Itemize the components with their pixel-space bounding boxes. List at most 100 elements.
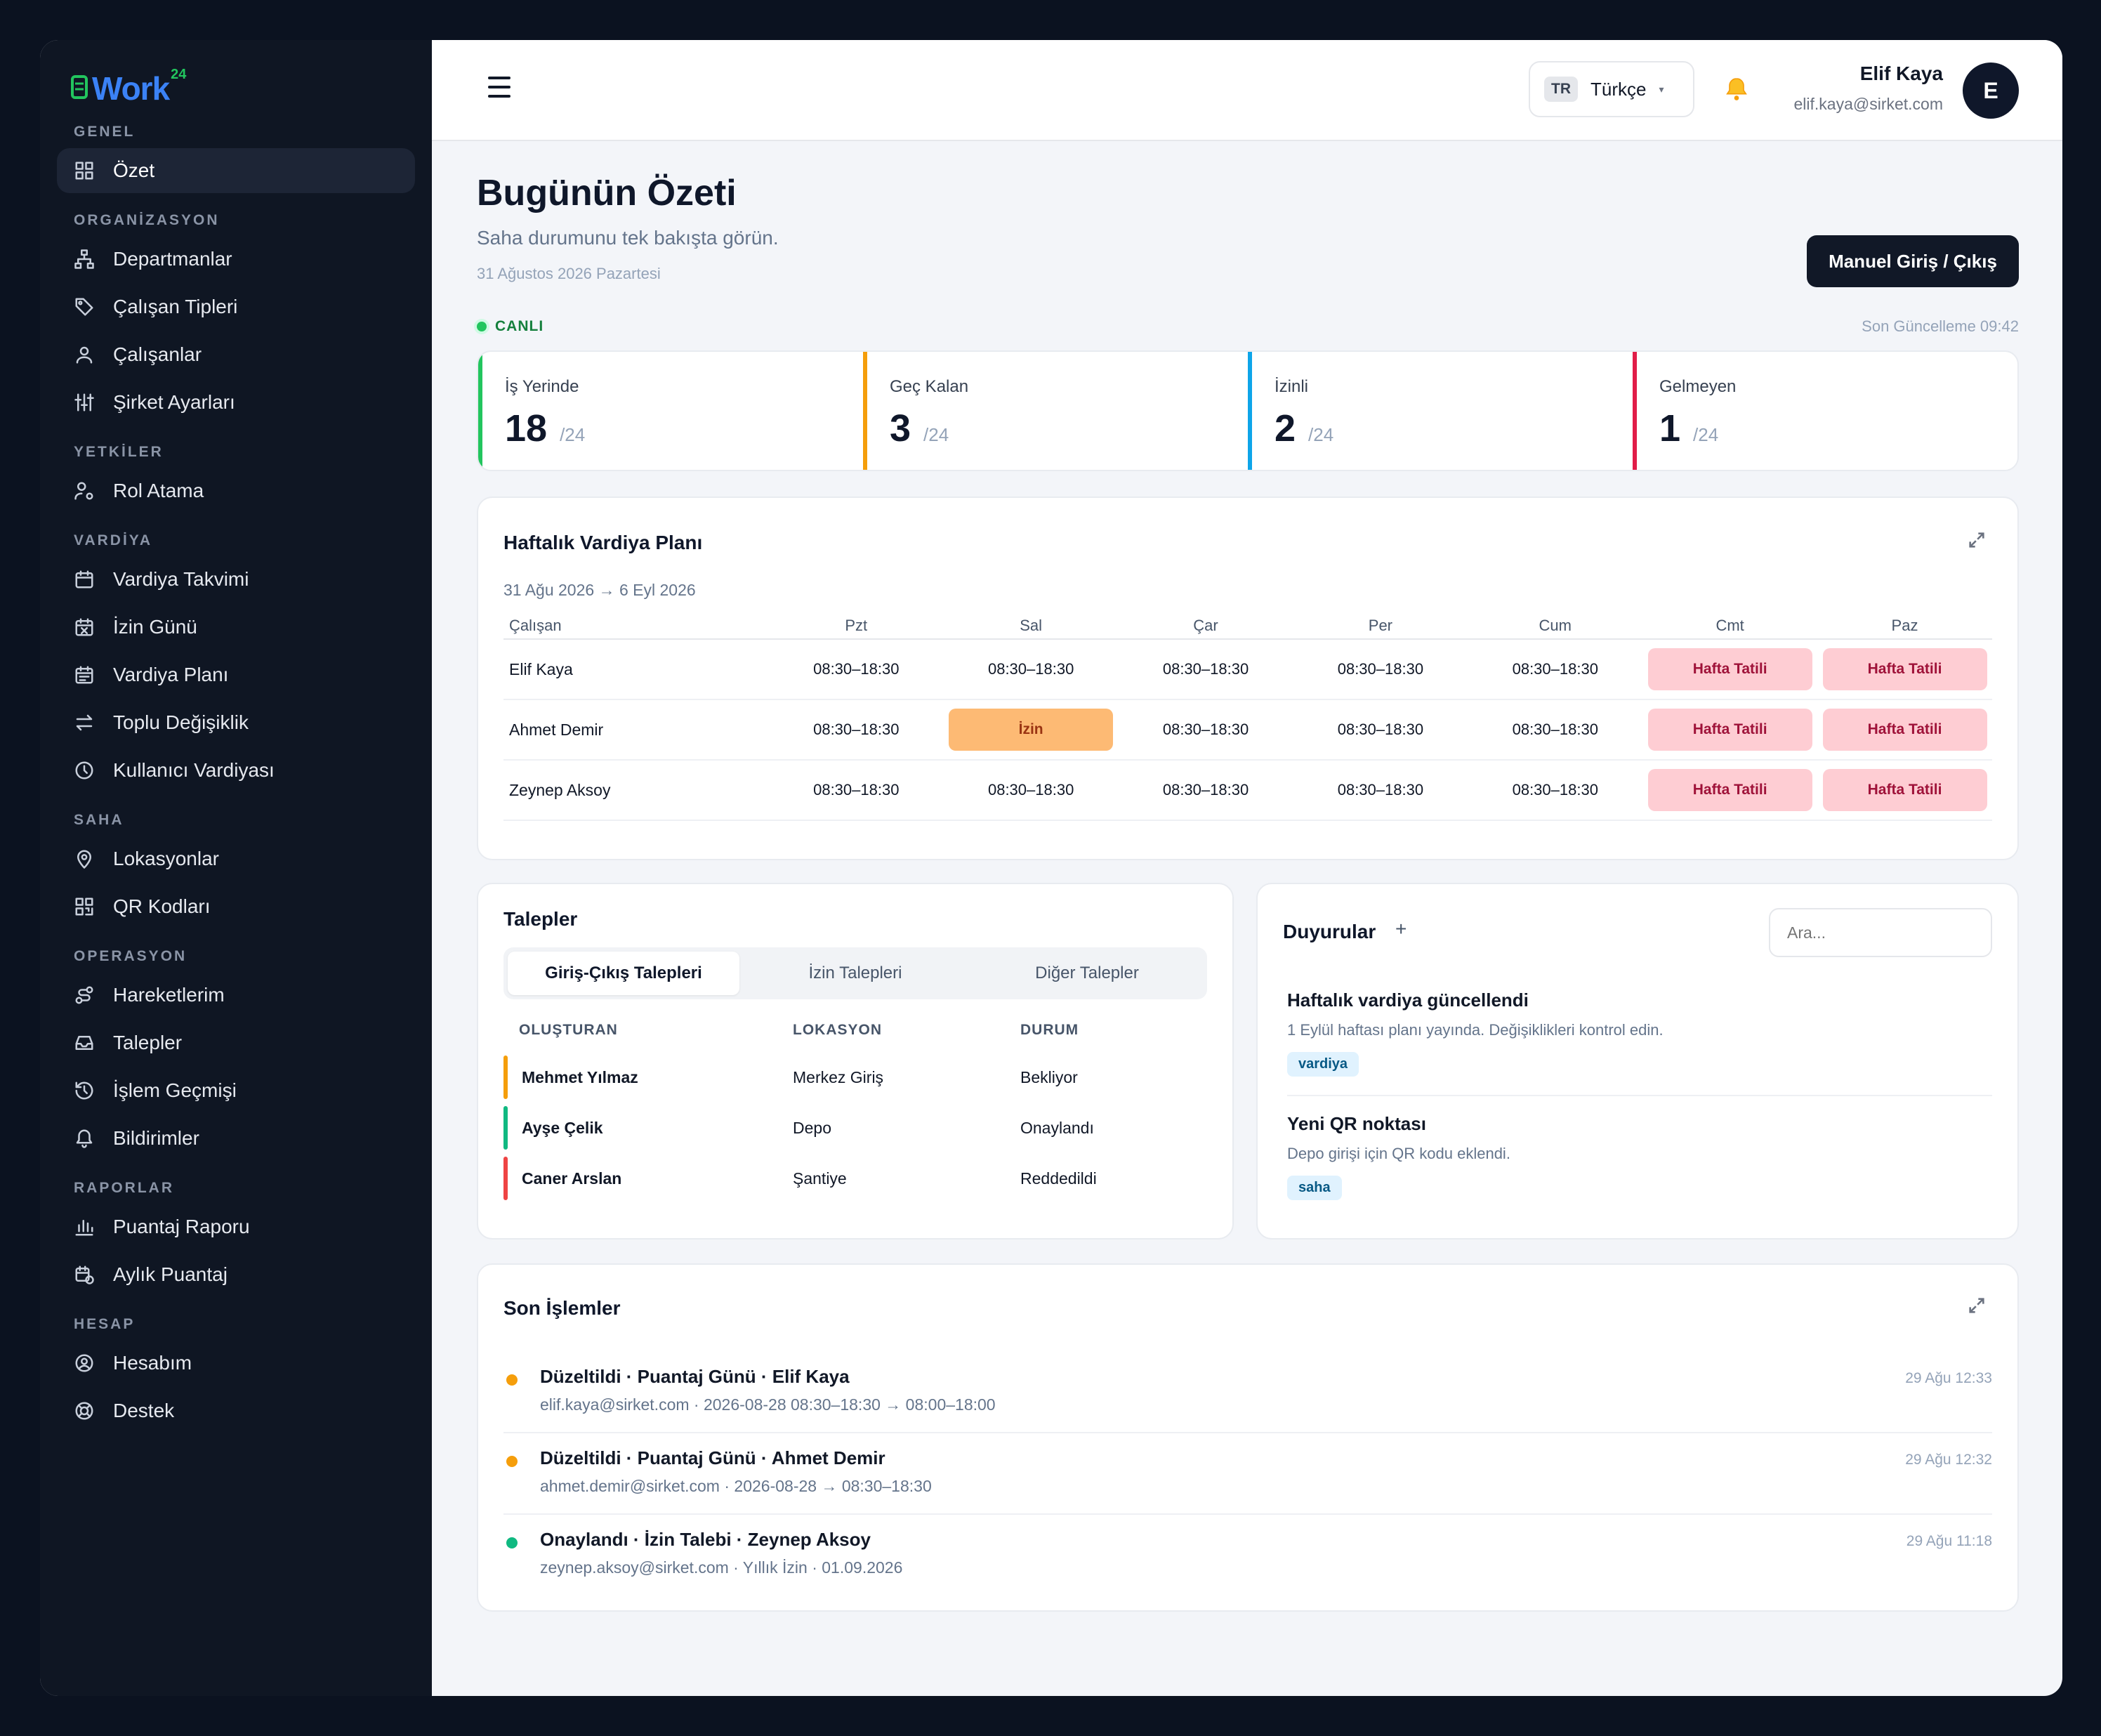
qr-icon (74, 896, 95, 917)
shift-time[interactable]: 08:30–18:30 (1337, 721, 1424, 738)
expand-icon[interactable] (1967, 1296, 1987, 1315)
sidebar-item-user-cog[interactable]: Rol Atama (57, 468, 415, 513)
sidebar-item-label: Aylık Puantaj (113, 1263, 228, 1285)
divider (503, 1513, 1992, 1515)
shift-cell: 08:30–18:30 (769, 721, 944, 739)
sidebar-item-org-chart[interactable]: Departmanlar (57, 237, 415, 282)
activity-time: 29 Ağu 12:32 (1905, 1452, 1992, 1468)
nav-group-title: YETKİLER (74, 444, 164, 460)
sidebar-item-user[interactable]: Çalışanlar (57, 332, 415, 377)
sidebar-item-tag[interactable]: Çalışan Tipleri (57, 284, 415, 329)
sidebar-item-clock[interactable]: Kullanıcı Vardiyası (57, 748, 415, 793)
request-row[interactable]: Ayşe Çelik Depo Onaylandı (503, 1106, 1207, 1150)
request-location: Merkez Giriş (793, 1067, 884, 1086)
sidebar-item-map-pin[interactable]: Lokasyonlar (57, 836, 415, 881)
weekend-off-badge[interactable]: Hafta Tatili (1822, 709, 1987, 751)
shift-table-header: Çalışan Pzt Sal Çar Per Cum Cmt Paz (503, 613, 1992, 640)
shift-time[interactable]: 08:30–18:30 (1162, 781, 1249, 798)
sidebar-item-sliders[interactable]: Şirket Ayarları (57, 380, 415, 425)
logo-mark-icon (71, 74, 89, 102)
sidebar-item-calendar-x[interactable]: İzin Günü (57, 605, 415, 650)
activity-item[interactable]: Onaylandı · İzin Talebi · Zeynep Aksoy ze… (503, 1522, 1992, 1588)
tab-checkin-requests[interactable]: Giriş-Çıkış Talepleri (508, 952, 739, 995)
announcement-tag: vardiya (1287, 1052, 1359, 1077)
sidebar-item-calendar[interactable]: Vardiya Takvimi (57, 557, 415, 602)
sidebar-item-label: Vardiya Planı (113, 664, 229, 685)
notification-bell-icon[interactable] (1723, 75, 1751, 103)
request-status: Reddedildi (1020, 1169, 1097, 1188)
column-header: Sal (1020, 617, 1043, 634)
weekend-off-badge[interactable]: Hafta Tatili (1822, 648, 1987, 690)
sidebar-item-calendar-clock[interactable]: Aylık Puantaj (57, 1252, 415, 1297)
activity-item[interactable]: Düzeltildi · Puantaj Günü · Elif Kaya eli… (503, 1359, 1992, 1425)
sidebar-item-swap[interactable]: Toplu Değişiklik (57, 700, 415, 745)
language-code: TR (1544, 77, 1578, 102)
shift-time[interactable]: 08:30–18:30 (1337, 781, 1424, 798)
shift-cell: 08:30–18:30 (1468, 781, 1642, 799)
shift-time[interactable]: 08:30–18:30 (1512, 660, 1598, 678)
shift-time[interactable]: 08:30–18:30 (813, 660, 900, 678)
activity-detail: zeynep.aksoy@sirket.com · Yıllık İzin · … (540, 1558, 903, 1577)
sidebar-item-bar-chart[interactable]: Puantaj Raporu (57, 1204, 415, 1249)
avatar[interactable]: E (1963, 63, 2019, 119)
lifebuoy-icon (74, 1400, 95, 1421)
app-logo[interactable]: Work 24 (71, 67, 415, 112)
announcement-item[interactable]: Yeni QR noktası Depo girişi için QR kodu… (1287, 1113, 1992, 1200)
shift-time[interactable]: 08:30–18:30 (813, 721, 900, 738)
menu-toggle-icon[interactable] (488, 77, 511, 102)
language-selector[interactable]: TR Türkçe ▾ (1529, 61, 1694, 117)
stat-late[interactable]: Geç Kalan 3/24 (863, 352, 1248, 470)
shift-time[interactable]: 08:30–18:30 (1162, 660, 1249, 678)
shift-time[interactable]: 08:30–18:30 (987, 781, 1074, 798)
sidebar-item-lifebuoy[interactable]: Destek (57, 1388, 415, 1433)
stat-on-leave[interactable]: İzinli 2/24 (1248, 352, 1633, 470)
shift-time[interactable]: 08:30–18:30 (987, 660, 1074, 678)
request-row[interactable]: Caner Arslan Şantiye Reddedildi (503, 1157, 1207, 1200)
date-range: 31 Ağu 2026 → 6 Eyl 2026 (503, 581, 696, 599)
live-dot-icon (477, 322, 487, 331)
shift-time[interactable]: 08:30–18:30 (1337, 660, 1424, 678)
stat-absent[interactable]: Gelmeyen 1/24 (1633, 352, 2017, 470)
column-header: Çalışan (509, 617, 562, 634)
nav-group-title: SAHA (74, 812, 124, 828)
sidebar-item-grid[interactable]: Özet (57, 148, 415, 193)
column-header: Paz (1891, 617, 1918, 634)
shift-time[interactable]: 08:30–18:30 (1512, 721, 1598, 738)
weekend-off-badge[interactable]: Hafta Tatili (1822, 769, 1987, 811)
shift-time[interactable]: 08:30–18:30 (1512, 781, 1598, 798)
request-row[interactable]: Mehmet Yılmaz Merkez Giriş Bekliyor (503, 1056, 1207, 1099)
sidebar-item-bell[interactable]: Bildirimler (57, 1116, 415, 1161)
weekend-off-badge[interactable]: Hafta Tatili (1647, 648, 1812, 690)
announcement-item[interactable]: Haftalık vardiya güncellendi 1 Eylül haf… (1287, 989, 1992, 1077)
tab-other-requests[interactable]: Diğer Talepler (1035, 964, 1139, 982)
sidebar-item-label: Çalışanlar (113, 343, 202, 365)
requests-header: OLUŞTURAN LOKASYON DURUM (519, 1022, 1207, 1039)
manual-checkin-button[interactable]: Manuel Giriş / Çıkış (1807, 235, 2019, 287)
sidebar-item-user-circle[interactable]: Hesabım (57, 1341, 415, 1386)
search-input[interactable] (1769, 908, 1992, 957)
sidebar-item-label: Toplu Değişiklik (113, 711, 249, 733)
employee-name: Elif Kaya (509, 659, 573, 678)
calendar-list-icon (74, 664, 95, 685)
shift-time[interactable]: 08:30–18:30 (813, 781, 900, 798)
weekend-off-badge[interactable]: Hafta Tatili (1647, 709, 1812, 751)
stat-at-work[interactable]: İş Yerinde 18/24 (478, 352, 863, 470)
stat-value: 1 (1659, 407, 1681, 449)
sidebar-item-calendar-list[interactable]: Vardiya Planı (57, 652, 415, 697)
sidebar-item-route[interactable]: Hareketlerim (57, 973, 415, 1018)
leave-badge[interactable]: İzin (949, 709, 1114, 751)
shift-time[interactable]: 08:30–18:30 (1162, 721, 1249, 738)
tab-leave-requests[interactable]: İzin Talepleri (808, 964, 902, 982)
expand-icon[interactable] (1967, 530, 1987, 550)
sidebar-item-label: Şirket Ayarları (113, 391, 235, 413)
sidebar-item-qr[interactable]: QR Kodları (57, 884, 415, 929)
weekend-off-badge[interactable]: Hafta Tatili (1647, 769, 1812, 811)
stat-label: Geç Kalan (890, 377, 969, 396)
calendar-icon (74, 569, 95, 590)
sidebar-item-label: Bildirimler (113, 1127, 199, 1149)
add-announcement-icon[interactable]: + (1395, 918, 1407, 940)
shift-cell: 08:30–18:30 (1468, 721, 1642, 739)
sidebar-item-inbox[interactable]: Talepler (57, 1020, 415, 1065)
sidebar-item-history[interactable]: İşlem Geçmişi (57, 1068, 415, 1113)
activity-item[interactable]: Düzeltildi · Puantaj Günü · Ahmet Demir a… (503, 1440, 1992, 1506)
